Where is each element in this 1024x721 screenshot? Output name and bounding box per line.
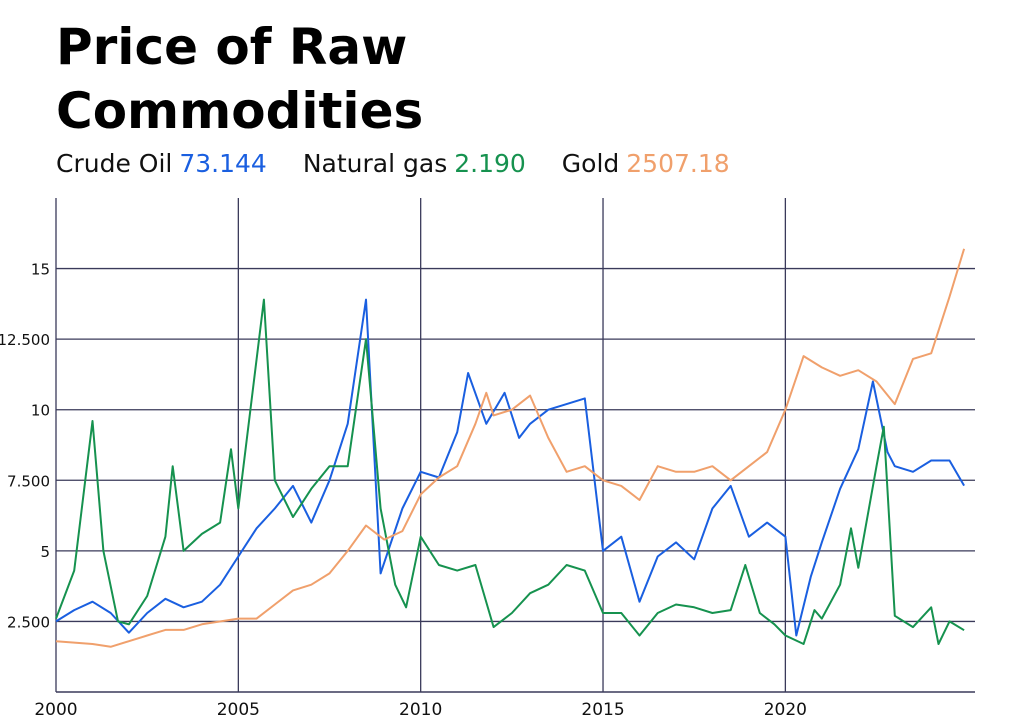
plot-area: 2.500 5 7.500 10 12.500 15 2000 2005 2010 2015 202…	[0, 198, 975, 720]
y-tick-label: 7.500	[7, 472, 50, 490]
legend-value: 2.190	[454, 149, 526, 178]
line-series	[55, 248, 966, 648]
legend-label: Natural gas	[303, 149, 447, 178]
x-tick-label: 2020	[764, 700, 807, 720]
legend-label: Gold	[562, 149, 619, 178]
chart-title: Price of Raw	[56, 18, 407, 76]
legend-value: 73.144	[179, 149, 266, 178]
y-tick-label: 15	[31, 261, 50, 279]
chart-title: Commodities	[56, 82, 423, 140]
legend-text: Crude Oil 73.144 Natural gas 2.190 Gold 2507.…	[56, 149, 730, 178]
y-tick-label: 5	[40, 543, 50, 561]
legend-label: Crude Oil	[56, 149, 172, 178]
legend-value: 2507.18	[626, 149, 729, 178]
line-series	[55, 298, 965, 637]
x-tick-label: 2015	[581, 700, 624, 720]
line-series	[55, 298, 965, 645]
x-tick-label: 2010	[399, 700, 442, 720]
x-tick-label: 2000	[34, 700, 77, 720]
y-tick-label: 12.500	[0, 331, 50, 349]
legend: Crude Oil 73.144 Natural gas 2.190 Gold 2507.…	[56, 149, 730, 178]
x-tick-label: 2005	[217, 700, 260, 720]
y-tick-label: 2.500	[7, 613, 50, 631]
y-tick-label: 10	[31, 402, 50, 420]
